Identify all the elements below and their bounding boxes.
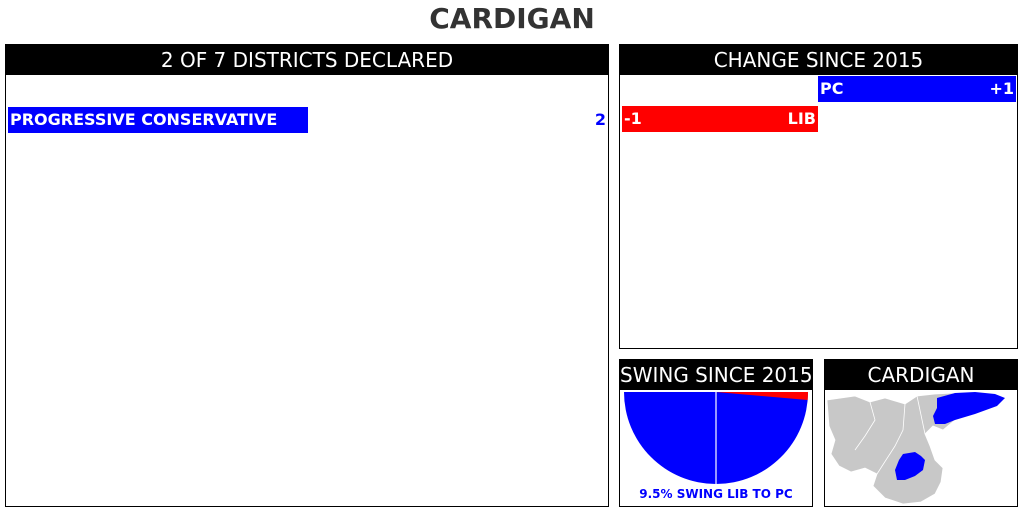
map-panel: CARDIGAN bbox=[824, 359, 1018, 507]
party-bar-progressive-conservative[interactable]: PROGRESSIVE CONSERVATIVE bbox=[8, 107, 308, 133]
change-party-label: PC bbox=[820, 79, 844, 98]
districts-declared-panel: 2 OF 7 DISTRICTS DECLARED PROGRESSIVE CO… bbox=[5, 44, 609, 507]
change-bar-lib[interactable]: -1 LIB bbox=[622, 106, 818, 132]
party-seat-count: 2 bbox=[594, 110, 606, 129]
change-header: CHANGE SINCE 2015 bbox=[620, 45, 1017, 75]
map-district-pc-northeast[interactable] bbox=[933, 392, 1005, 424]
party-name: PROGRESSIVE CONSERVATIVE bbox=[10, 110, 278, 129]
swing-semicircle-gauge bbox=[624, 392, 808, 484]
riding-map bbox=[826, 391, 1006, 505]
swing-panel: SWING SINCE 2015 9.5% SWING LIB TO PC bbox=[619, 359, 813, 507]
map-header: CARDIGAN bbox=[825, 360, 1017, 390]
change-value: -1 bbox=[624, 109, 642, 128]
map-region-grey-divider bbox=[854, 395, 926, 475]
districts-declared-header: 2 OF 7 DISTRICTS DECLARED bbox=[6, 45, 608, 75]
swing-header: SWING SINCE 2015 bbox=[620, 360, 813, 390]
change-value: +1 bbox=[989, 79, 1014, 98]
swing-caption: 9.5% SWING LIB TO PC bbox=[639, 487, 793, 501]
swing-gauge-lib-segment bbox=[716, 392, 808, 401]
change-party-label: LIB bbox=[787, 109, 816, 128]
change-panel: CHANGE SINCE 2015 PC +1 -1 LIB bbox=[619, 44, 1018, 349]
map-district-pc-south[interactable] bbox=[895, 452, 925, 480]
map-region-grey bbox=[826, 391, 1006, 505]
change-bar-pc[interactable]: PC +1 bbox=[818, 76, 1016, 102]
page-title: CARDIGAN bbox=[429, 2, 595, 35]
